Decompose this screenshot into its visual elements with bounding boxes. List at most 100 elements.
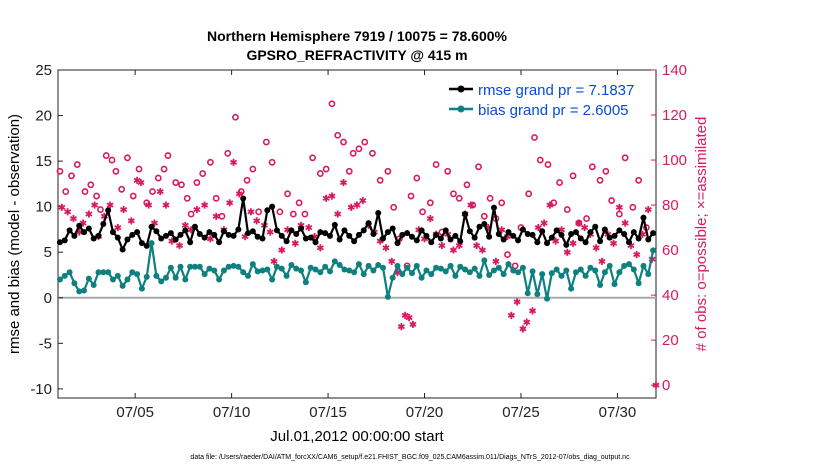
bias-point [370,267,377,274]
chart-subtitle: GPSRO_REFRACTIVITY @ 415 m [246,47,467,63]
bias-point [249,261,256,268]
rmse-point [220,228,227,235]
possible-obs-marker [369,149,376,157]
rmse-point [143,242,150,249]
rmse-point [466,228,473,235]
possible-obs-marker [384,167,392,175]
rmse-point [56,239,63,246]
bias-point [389,274,396,281]
bias-point [85,275,92,282]
possible-obs-marker [480,212,488,220]
possible-obs-marker [556,179,563,186]
rmse-point [269,203,276,210]
bias-point [206,265,213,272]
possible-obs-marker [249,165,257,173]
possible-obs-marker [68,172,75,180]
possible-obs-marker [349,149,357,157]
bias-point [317,269,324,276]
rmse-point [302,235,309,242]
possible-obs-marker [455,194,463,202]
possible-obs-marker [583,215,590,222]
possible-obs-marker [295,199,303,207]
bias-point [384,293,391,300]
chart-title: Northern Hemisphere 7919 / 10075 = 78.60… [207,28,508,44]
bias-point [182,276,189,283]
possible-obs-marker [243,176,251,184]
rmse-point [510,232,517,239]
assimilated-obs-marker [581,223,589,232]
rmse-point [76,222,83,229]
possible-obs-marker [276,208,284,216]
possible-obs-marker [340,138,347,146]
bias-point [365,262,372,269]
possible-obs-marker [635,176,643,184]
rmse-point [138,240,145,247]
rmse-point [442,227,449,234]
bias-point [553,266,560,273]
possible-obs-marker [426,199,434,207]
rmse-point [264,207,271,214]
possible-obs-marker [154,174,162,182]
assimilated-obs-marker [201,201,209,209]
bias-point [606,262,613,269]
bias-point [568,285,575,292]
rmse-point [278,232,285,239]
possible-obs-marker [588,163,596,171]
possible-obs-marker [284,190,291,198]
bias-point [90,282,97,289]
legend-bias-label: bias grand pr = 2.6005 [478,102,629,119]
y-right-tick-label: 40 [662,287,679,304]
rmse-point [187,239,194,246]
assimilated-obs-marker [226,199,234,207]
rmse-point [360,227,367,234]
bias-point [597,282,604,289]
assimilated-obs-marker [546,201,554,209]
y-axis-right-label: # of obs: o=possible; ×=assimilated [693,117,710,352]
x-tick-label: 07/15 [309,404,347,421]
rmse-series [56,195,657,253]
rmse-point [336,236,343,243]
assimilated-obs-marker [598,257,606,265]
bias-point [534,291,541,298]
y-right-tick-label: 140 [662,62,687,79]
assimilated-obs-marker [609,239,618,247]
possible-obs-marker [361,138,369,146]
possible-obs-marker [569,172,577,180]
assimilated-obs-marker [162,201,170,209]
assimilated-obs-marker [334,210,342,218]
bias-point [264,266,271,273]
assimilated-obs-marker [540,219,548,227]
bias-point [331,258,338,265]
possible-obs-marker [187,210,195,218]
assimilated-obs-marker [492,257,500,265]
y-right-tick-label: 60 [662,242,679,259]
possible-obs-marker [87,181,95,189]
bias-point [326,268,333,275]
x-axis: 07/05 07/10 07/15 07/20 07/25 07/30 [116,70,636,421]
possible-obs-marker [334,131,342,139]
y-left-tick-label: 10 [35,199,52,216]
rmse-point [158,235,165,242]
rmse-point [331,221,338,228]
rmse-point [476,223,483,230]
rmse-point [524,231,531,237]
rmse-point [283,238,290,245]
rmse-point [519,226,526,233]
bias-point [235,263,242,270]
assimilated-obs-marker [523,318,531,326]
possible-obs-marker [444,167,452,175]
rmse-point [201,234,208,241]
assimilated-obs-marker [621,219,629,227]
bias-point [225,263,232,270]
possible-obs-marker [81,188,89,195]
rmse-point [351,238,358,245]
bias-point [259,267,266,274]
y-right-tick-label: 20 [662,332,679,349]
possible-obs-marker [129,192,137,200]
y-left-tick-label: -5 [39,335,52,352]
assimilated-obs-marker [473,241,481,250]
rmse-point [370,231,377,237]
rmse-point [563,241,570,248]
legend: rmse grand pr = 7.1837 bias grand pr = 2… [444,77,649,120]
possible-obs-marker [608,197,616,204]
